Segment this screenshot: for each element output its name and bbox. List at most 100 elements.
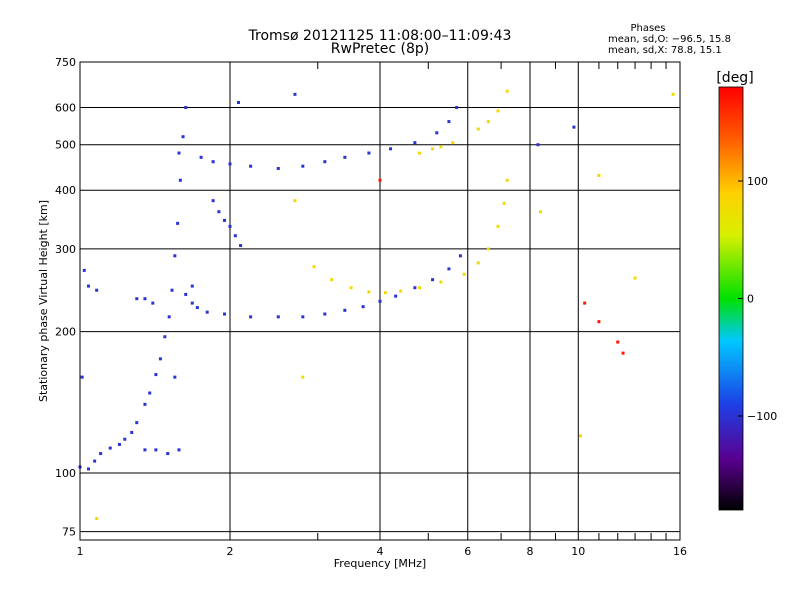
data-point [431,147,435,151]
data-point [413,286,417,290]
data-point [462,272,466,276]
data-point [143,297,147,301]
y-tick-label: 400 [55,184,76,197]
data-point [486,247,490,251]
data-point [293,92,297,96]
stats-o-line: mean, sd,O: −96.5, 15.8 [608,34,731,45]
data-point [476,127,480,131]
data-point [211,199,215,203]
data-point [151,301,155,305]
chart-subtitle: RwPretec (8p) [331,41,429,57]
data-point [439,145,443,149]
stats-x-line: mean, sd,X: 78.8, 15.1 [608,45,722,56]
data-point [130,430,134,434]
x-tick-label: 2 [227,545,234,558]
data-point [301,164,305,168]
data-point [108,446,112,450]
data-point [228,162,232,166]
data-point [293,199,297,203]
data-point [323,160,327,164]
data-point [249,164,253,168]
data-point [476,261,480,265]
data-point [176,221,180,225]
data-point [158,357,162,361]
x-axis-label: Frequency [MHz] [334,557,426,570]
x-tick-label: 10 [571,545,585,558]
grid-lines [80,62,680,540]
data-point [217,210,221,214]
data-point [249,315,253,319]
data-point [135,421,139,425]
data-point [435,131,439,135]
data-point [413,141,417,145]
colorbar-tick-label: −100 [747,410,777,423]
data-point [199,155,203,159]
x-tick-label: 8 [527,545,534,558]
data-point [455,106,459,110]
data-point [439,280,443,284]
y-tick-label: 75 [62,526,76,539]
data-point [223,312,227,316]
data-point [572,125,576,129]
colorbar-tick-label: 100 [747,175,768,188]
data-point [447,120,451,124]
data-point [583,301,587,305]
y-tick-label: 750 [55,56,76,69]
data-point [447,267,451,271]
data-point [190,284,194,288]
y-axis-label: Stationary phase Virtual Height [km] [37,200,50,402]
data-point [177,151,181,155]
data-point [505,89,509,93]
data-point [539,210,543,214]
data-points [78,89,675,521]
data-point [95,517,99,521]
data-point [378,299,382,303]
stats-heading: Phases [630,23,665,34]
data-point [95,288,99,292]
data-point [93,459,97,463]
data-point [173,254,177,258]
data-point [367,151,371,155]
data-point [330,278,334,282]
data-point [117,442,121,446]
data-point [431,278,435,282]
data-point [228,224,232,228]
data-point [80,375,84,379]
data-point [211,160,215,164]
data-point [276,315,280,319]
data-point [143,402,147,406]
data-point [177,448,181,452]
data-point [166,452,170,456]
data-point [383,291,387,295]
colorbar-ticks: 100 0 −100 [738,175,777,423]
plot-frame [79,61,681,541]
data-point [86,284,90,288]
data-point [223,218,227,222]
data-point [671,92,675,96]
data-point [578,434,582,438]
x-tick-label: 16 [673,545,687,558]
data-point [323,312,327,316]
colorbar-unit: [deg] [716,70,753,86]
data-point [239,244,243,248]
y-tick-label: 500 [55,139,76,152]
data-point [496,109,500,113]
colorbar-tick-label: 0 [747,293,754,306]
data-point [361,305,365,309]
data-point [458,254,462,258]
data-point [378,178,382,182]
data-point [367,290,371,294]
data-point [173,375,177,379]
data-point [621,351,625,355]
data-point [123,437,127,441]
data-point [195,306,199,310]
data-point [343,308,347,312]
data-point [389,147,393,151]
data-point [276,166,280,170]
data-point [505,178,509,182]
chart-title: Tromsø 20121125 11:08:00–11:09:43 [248,28,512,44]
data-point [170,288,174,292]
data-point [502,201,506,205]
data-point [135,297,139,301]
